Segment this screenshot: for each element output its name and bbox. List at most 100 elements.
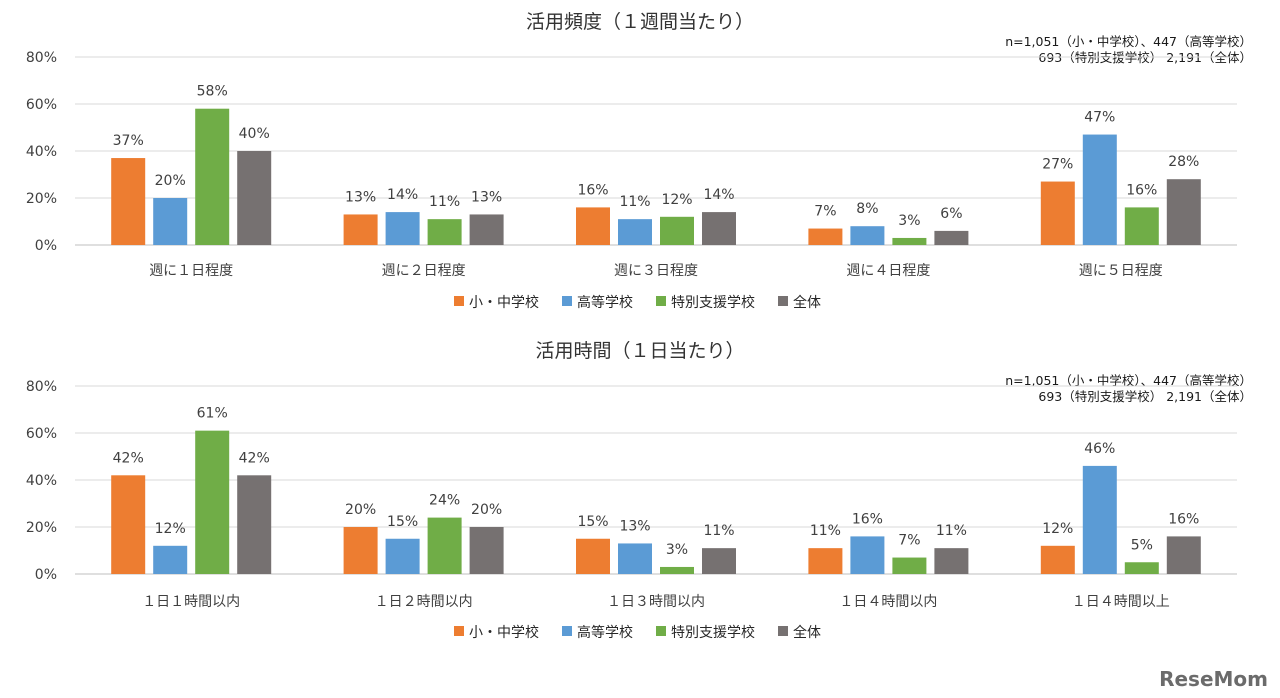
y-tick-label: 20%	[26, 191, 57, 207]
legend-label: 小・中学校	[469, 624, 539, 641]
data-label: 12%	[155, 521, 186, 537]
legend-swatch	[656, 296, 666, 306]
data-label: 11%	[429, 194, 460, 210]
bar	[850, 536, 885, 574]
bar	[934, 230, 969, 245]
bar	[427, 517, 462, 574]
data-label: 7%	[898, 533, 920, 549]
data-label: 14%	[703, 187, 734, 203]
bar	[385, 538, 420, 574]
data-label: 47%	[1084, 110, 1115, 126]
bar	[237, 151, 272, 245]
bar	[1082, 465, 1117, 574]
data-label: 20%	[155, 173, 186, 189]
x-category-label: １日１時間以内	[142, 594, 240, 610]
bar	[850, 226, 885, 245]
sample-size-note: 693（特別支援学校） 2,191（全体）	[1038, 389, 1252, 404]
y-tick-label: 60%	[26, 426, 57, 442]
legend-swatch	[454, 296, 464, 306]
y-tick-label: 40%	[26, 144, 57, 160]
bar	[195, 430, 230, 574]
data-label: 42%	[113, 450, 144, 466]
data-label: 14%	[387, 187, 418, 203]
bar	[618, 219, 652, 245]
data-label: 6%	[940, 206, 962, 222]
data-label: 15%	[387, 514, 418, 530]
data-label: 46%	[1084, 441, 1115, 457]
bar	[1124, 562, 1159, 574]
data-label: 13%	[345, 189, 376, 205]
bar	[111, 158, 146, 245]
bar	[111, 475, 146, 574]
bar	[576, 207, 610, 245]
legend-label: 特別支援学校	[671, 294, 755, 311]
legend-swatch	[778, 626, 788, 636]
y-tick-label: 60%	[26, 97, 57, 113]
data-label: 24%	[429, 493, 460, 509]
data-label: 27%	[1042, 157, 1073, 173]
bar	[427, 219, 462, 245]
data-label: 11%	[703, 523, 734, 539]
x-category-label: 週に３日程度	[614, 263, 698, 279]
bar	[1166, 179, 1201, 245]
chart-2: 活用時間（１日当たり） n=1,051（小・中学校）、447（高等学校）693（特…	[26, 340, 1252, 641]
legend-label: 特別支援学校	[671, 624, 755, 641]
x-category-label: １日２時間以内	[375, 594, 473, 610]
y-tick-label: 0%	[35, 238, 57, 254]
data-label: 20%	[471, 502, 502, 518]
data-label: 16%	[577, 182, 608, 198]
bar	[343, 214, 378, 245]
chart-title: 活用時間（１日当たり）	[535, 340, 744, 362]
legend-label: 高等学校	[577, 624, 633, 641]
data-label: 16%	[1126, 182, 1157, 198]
bar	[892, 237, 927, 245]
bar	[469, 527, 504, 574]
legend-label: 高等学校	[577, 294, 633, 311]
bar	[385, 212, 420, 245]
legend: 小・中学校 高等学校 特別支援学校 全体	[454, 294, 821, 311]
data-label: 15%	[577, 514, 608, 530]
bar	[343, 527, 378, 574]
x-category-label: １日３時間以内	[607, 594, 705, 610]
data-label: 16%	[852, 511, 883, 527]
bar	[618, 543, 652, 574]
bar	[702, 212, 736, 245]
bar	[660, 566, 694, 574]
bar	[934, 548, 969, 574]
bar	[195, 108, 230, 245]
legend-swatch	[562, 626, 572, 636]
resemom-logo: ReseMom	[1159, 667, 1268, 691]
data-label: 61%	[197, 406, 228, 422]
data-label: 13%	[471, 189, 502, 205]
bar	[1166, 536, 1201, 574]
x-category-label: １日４時間以内	[839, 594, 937, 610]
bar	[808, 228, 843, 245]
bar	[660, 216, 694, 245]
legend: 小・中学校 高等学校 特別支援学校 全体	[454, 624, 821, 641]
y-tick-label: 80%	[26, 50, 57, 66]
legend-label: 小・中学校	[469, 294, 539, 311]
bar	[469, 214, 504, 245]
legend-swatch	[778, 296, 788, 306]
legend-label: 全体	[793, 624, 821, 641]
x-category-label: 週に２日程度	[382, 263, 466, 279]
legend-label: 全体	[793, 294, 821, 311]
data-label: 20%	[345, 502, 376, 518]
chart-1: 活用頻度（１週間当たり）n=1,051（小・中学校）、447（高等学校）693（…	[26, 11, 1252, 311]
bar	[892, 557, 927, 574]
x-category-label: 週に５日程度	[1079, 263, 1163, 279]
x-category-label: 週に１日程度	[149, 263, 233, 279]
bar	[808, 548, 843, 574]
bar	[576, 538, 610, 574]
bar	[237, 475, 272, 574]
data-label: 5%	[1131, 537, 1153, 553]
y-tick-label: 20%	[26, 520, 57, 536]
data-label: 12%	[661, 192, 692, 208]
bar	[1040, 181, 1075, 245]
data-label: 28%	[1168, 154, 1199, 170]
data-label: 16%	[1168, 511, 1199, 527]
bar	[153, 545, 188, 574]
chart-title: 活用頻度（１週間当たり）	[526, 11, 754, 33]
legend-swatch	[656, 626, 666, 636]
